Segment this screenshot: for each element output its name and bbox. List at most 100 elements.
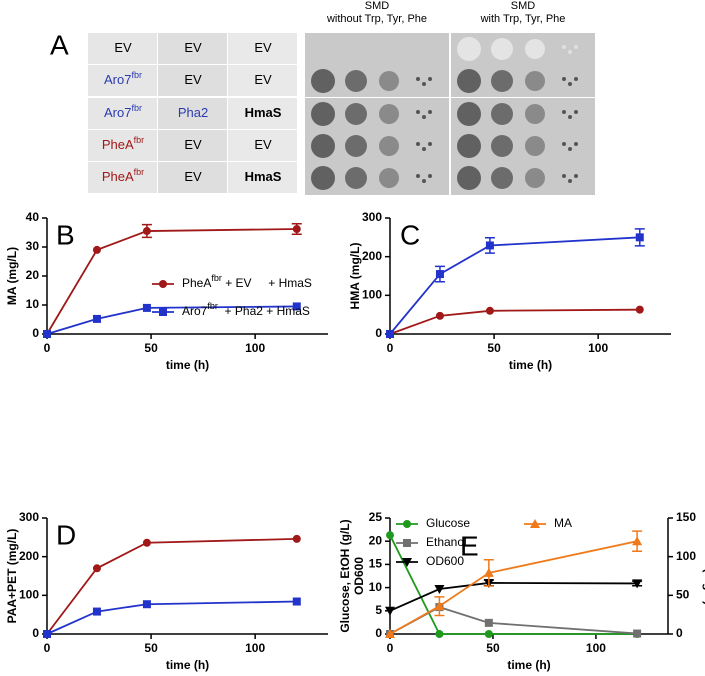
x-tick-label: 50 xyxy=(144,641,158,655)
legend-label: Aro7fbr + Pha2 + HmaS xyxy=(182,301,310,318)
x-tick-label: 100 xyxy=(245,641,265,655)
legend-label: Glucose xyxy=(426,516,470,530)
y-tick-label: 20 xyxy=(26,268,40,282)
table-cell xyxy=(228,98,297,129)
cell-text: EV xyxy=(114,40,132,55)
colony-dot xyxy=(422,179,426,183)
data-point xyxy=(635,233,644,242)
y-axis-label: HMA (mg/L) xyxy=(348,243,362,310)
cell-name: Aro7 xyxy=(104,105,131,120)
y-tick-label: 200 xyxy=(19,549,39,563)
legend-name: MA xyxy=(554,516,572,530)
y-tick-label: 25 xyxy=(369,510,383,524)
data-point xyxy=(484,630,493,638)
series-line xyxy=(46,600,297,635)
cell-name: HmaS xyxy=(245,105,282,120)
y-axis-label: PAA+PET (mg/L) xyxy=(5,529,19,624)
colony-spot xyxy=(311,134,335,158)
data-point xyxy=(386,531,394,540)
y-axis-label: OD600 xyxy=(352,557,366,595)
legend-marker xyxy=(159,308,167,316)
colony-spot xyxy=(491,38,513,60)
x-tick-label: 0 xyxy=(44,641,51,655)
series-line xyxy=(46,228,297,335)
x-tick-label: 0 xyxy=(387,341,394,355)
table-cell xyxy=(88,162,157,193)
colony-spot xyxy=(311,69,335,93)
data-point xyxy=(43,330,51,338)
data-point xyxy=(485,306,494,315)
cell-name: EV xyxy=(184,169,202,184)
colony-dot xyxy=(568,50,572,54)
y-tick-label: 30 xyxy=(26,239,40,253)
colony-spot xyxy=(311,166,335,190)
data-point xyxy=(434,601,445,611)
table-cell xyxy=(228,130,297,161)
colony-dot xyxy=(416,142,420,146)
colony-dot xyxy=(574,174,578,178)
colony-dot xyxy=(416,174,420,178)
cell-sup: fbr xyxy=(131,103,142,113)
y-tick-label: 40 xyxy=(26,210,40,224)
colony-dot xyxy=(574,77,578,81)
data-point xyxy=(142,600,151,609)
colony-spot xyxy=(457,134,481,158)
y-tick-label: 300 xyxy=(19,510,39,524)
y-tick-label: 10 xyxy=(26,297,40,311)
legend-suffix: + Pha2 + HmaS xyxy=(218,304,310,318)
cell-text: EV xyxy=(184,169,202,184)
colony-spot xyxy=(491,70,513,92)
colony-dot xyxy=(422,147,426,151)
colony-dot xyxy=(568,179,572,183)
legend-marker xyxy=(403,539,411,547)
cell-name: EV xyxy=(254,72,272,87)
table-cell xyxy=(228,65,297,96)
colony-dot xyxy=(428,142,432,146)
cell-name: EV xyxy=(254,137,272,152)
data-point xyxy=(43,630,51,638)
x-tick-label: 0 xyxy=(387,641,394,655)
legend-label: PheAfbr + EV + HmaS xyxy=(182,273,312,290)
cell-text: EV xyxy=(254,40,272,55)
cell-name: HmaS xyxy=(245,169,282,184)
colony-dot xyxy=(562,110,566,114)
y-tick-label: 10 xyxy=(369,580,383,594)
colony-dot xyxy=(562,77,566,81)
cell-name: EV xyxy=(184,72,202,87)
data-point xyxy=(483,567,494,577)
cell-text: PheAfbr xyxy=(102,135,144,152)
legend-marker xyxy=(402,558,412,567)
colony-dot xyxy=(428,174,432,178)
panel-letter: B xyxy=(56,219,75,250)
colony-dot xyxy=(422,115,426,119)
cell-text: EV xyxy=(184,40,202,55)
legend-suffix: + EV + HmaS xyxy=(222,276,312,290)
y-tick-label: 5 xyxy=(375,603,382,617)
series-line xyxy=(389,540,638,635)
cell-name: EV xyxy=(184,40,202,55)
colony-spot xyxy=(345,70,367,92)
data-point xyxy=(632,536,643,546)
y2-tick-label: 100 xyxy=(676,549,696,563)
y2-tick-label: 50 xyxy=(676,588,690,602)
x-tick-label: 50 xyxy=(144,341,158,355)
y-tick-label: 0 xyxy=(32,326,39,340)
plate-header: without Trp, Tyr, Phe xyxy=(326,13,427,25)
legend-sup: fbr xyxy=(207,301,218,311)
cell-text: EV xyxy=(184,72,202,87)
y-tick-label: 0 xyxy=(375,326,382,340)
colony-spot xyxy=(345,167,367,189)
table-cell xyxy=(158,162,227,193)
y-axis-label: MA (mg/L) xyxy=(5,247,19,305)
y-tick-label: 0 xyxy=(375,626,382,640)
cell-text: Aro7fbr xyxy=(104,103,142,120)
cell-name: PheA xyxy=(102,137,134,152)
series-line xyxy=(389,308,640,335)
y-tick-label: 15 xyxy=(369,557,383,571)
y-tick-label: 300 xyxy=(362,210,382,224)
x-tick-label: 100 xyxy=(588,341,608,355)
data-point xyxy=(484,618,493,627)
y-tick-label: 20 xyxy=(369,533,383,547)
data-point xyxy=(633,629,642,638)
data-point xyxy=(142,538,151,547)
